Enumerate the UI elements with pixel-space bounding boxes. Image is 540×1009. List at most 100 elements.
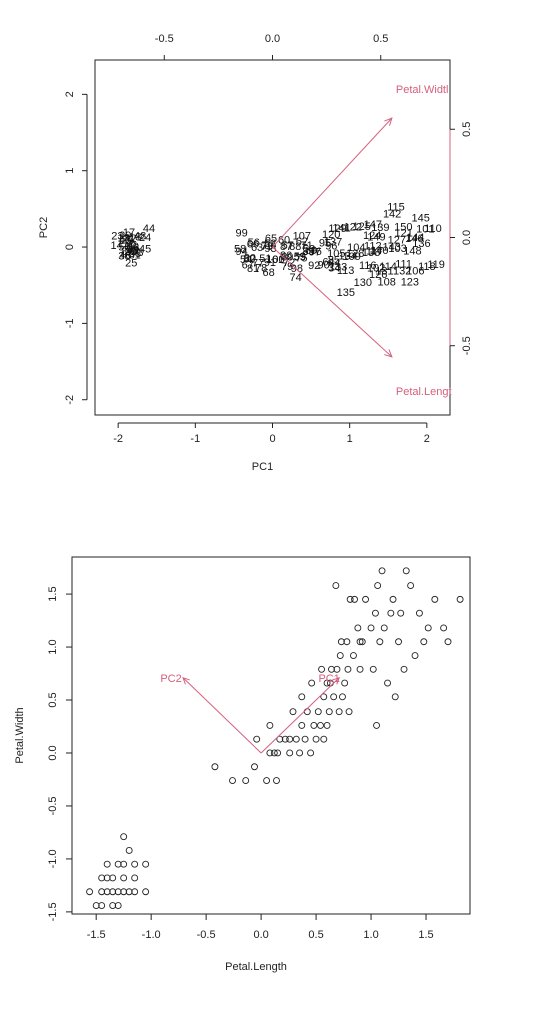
data-point	[109, 902, 117, 909]
right-tick-label: 0.0	[461, 230, 473, 245]
point-label: 140	[370, 245, 388, 257]
point-label: 149	[367, 232, 385, 244]
data-point	[98, 902, 106, 909]
data-point	[374, 582, 382, 590]
point-label-58: 58	[234, 244, 246, 256]
data-point	[328, 665, 335, 673]
right-tick-label: -0.5	[461, 336, 473, 355]
point-label: 91	[264, 257, 276, 269]
x-tick-label: 1	[347, 433, 353, 445]
data-point	[411, 652, 419, 659]
point-label-103: 103	[388, 243, 406, 255]
x-tick-label: -1.0	[142, 929, 161, 941]
y-tick-label: 1	[64, 168, 76, 174]
point-label: 77	[252, 257, 264, 269]
loading-arrow-petal-width	[272, 117, 393, 248]
y-axis-label: PC2	[38, 217, 50, 238]
point-label-36: 36	[118, 250, 130, 262]
point-label: 80	[244, 252, 256, 264]
point-label-122: 122	[344, 221, 362, 233]
point-label: 13	[117, 232, 129, 244]
data-point	[444, 638, 452, 646]
arrow-label: Petal.Lengt	[396, 386, 452, 398]
x-axis-label: PC1	[252, 461, 273, 473]
data-point	[330, 693, 338, 701]
point-label: 95	[319, 238, 331, 250]
data-point	[424, 624, 432, 632]
data-point	[251, 763, 258, 771]
point-label: 38	[129, 248, 141, 260]
point-label-108: 108	[378, 276, 396, 288]
point-label-82: 82	[243, 253, 255, 265]
data-point	[286, 749, 294, 757]
data-point	[395, 638, 402, 646]
point-label: 109	[343, 251, 361, 263]
data-point	[103, 888, 111, 896]
point-label-42: 42	[124, 233, 136, 245]
data-point	[229, 777, 236, 784]
data-point	[274, 749, 282, 757]
point-label-115: 115	[387, 202, 405, 214]
axis-arrow-pc2	[182, 677, 262, 754]
point-label-123: 123	[401, 276, 419, 288]
data-point	[376, 638, 384, 646]
x-tick-label: 1.5	[418, 929, 433, 941]
data-point	[391, 693, 399, 701]
point-label: 66	[247, 239, 259, 251]
point-label-110: 110	[424, 223, 442, 235]
data-point	[333, 665, 341, 673]
top-tick-label: -0.5	[155, 33, 174, 45]
point-label: 138	[362, 247, 380, 259]
point-label: 3	[137, 247, 143, 259]
point-label-68: 68	[263, 267, 275, 279]
point-label-99: 99	[236, 228, 248, 240]
point-label: 105	[327, 248, 345, 260]
data-point	[373, 721, 380, 729]
data-point	[380, 624, 388, 632]
arrow-head	[332, 676, 340, 685]
point-label-119: 119	[427, 259, 445, 271]
data-point	[384, 679, 391, 687]
data-point	[346, 595, 354, 603]
data-point	[86, 888, 94, 896]
data-point	[270, 749, 278, 757]
point-label: 150	[394, 222, 412, 234]
y-tick-label: 0.0	[47, 745, 59, 760]
point-label-1: 1	[123, 238, 129, 250]
point-label-65: 65	[265, 233, 277, 245]
point-label-106: 106	[406, 266, 424, 278]
data-point	[314, 708, 322, 716]
point-label: 52	[303, 244, 315, 256]
data-point	[242, 777, 250, 784]
point-label-45: 45	[139, 244, 151, 256]
point-label-62: 62	[296, 236, 308, 248]
point-label-136: 136	[412, 238, 430, 250]
data-point	[310, 721, 318, 729]
point-label: 133	[329, 262, 347, 274]
point-label: 102	[367, 262, 385, 274]
point-label: 147	[364, 219, 382, 231]
data-point	[378, 567, 386, 575]
arrow-head	[384, 117, 393, 126]
data-point	[341, 679, 349, 687]
point-label: 50	[118, 242, 130, 254]
point-label: 114	[379, 261, 397, 273]
data-point	[337, 638, 345, 646]
point-label: 137	[324, 237, 342, 249]
point-label-94: 94	[236, 246, 248, 258]
point-label: 12	[124, 240, 136, 252]
point-label: 4	[127, 239, 133, 251]
data-point	[120, 888, 128, 896]
point-label-135: 135	[337, 287, 355, 299]
data-point	[318, 665, 326, 673]
point-label: 70	[261, 240, 273, 252]
loading-arrow-petal-length	[272, 246, 393, 358]
data-point	[103, 874, 111, 882]
arrow-label-pc1: PC1	[318, 673, 339, 685]
data-point	[292, 735, 300, 743]
point-label: 59	[294, 251, 306, 263]
data-point	[273, 777, 280, 784]
point-label: 134	[338, 251, 356, 263]
y-tick-label: 1.5	[47, 586, 59, 601]
